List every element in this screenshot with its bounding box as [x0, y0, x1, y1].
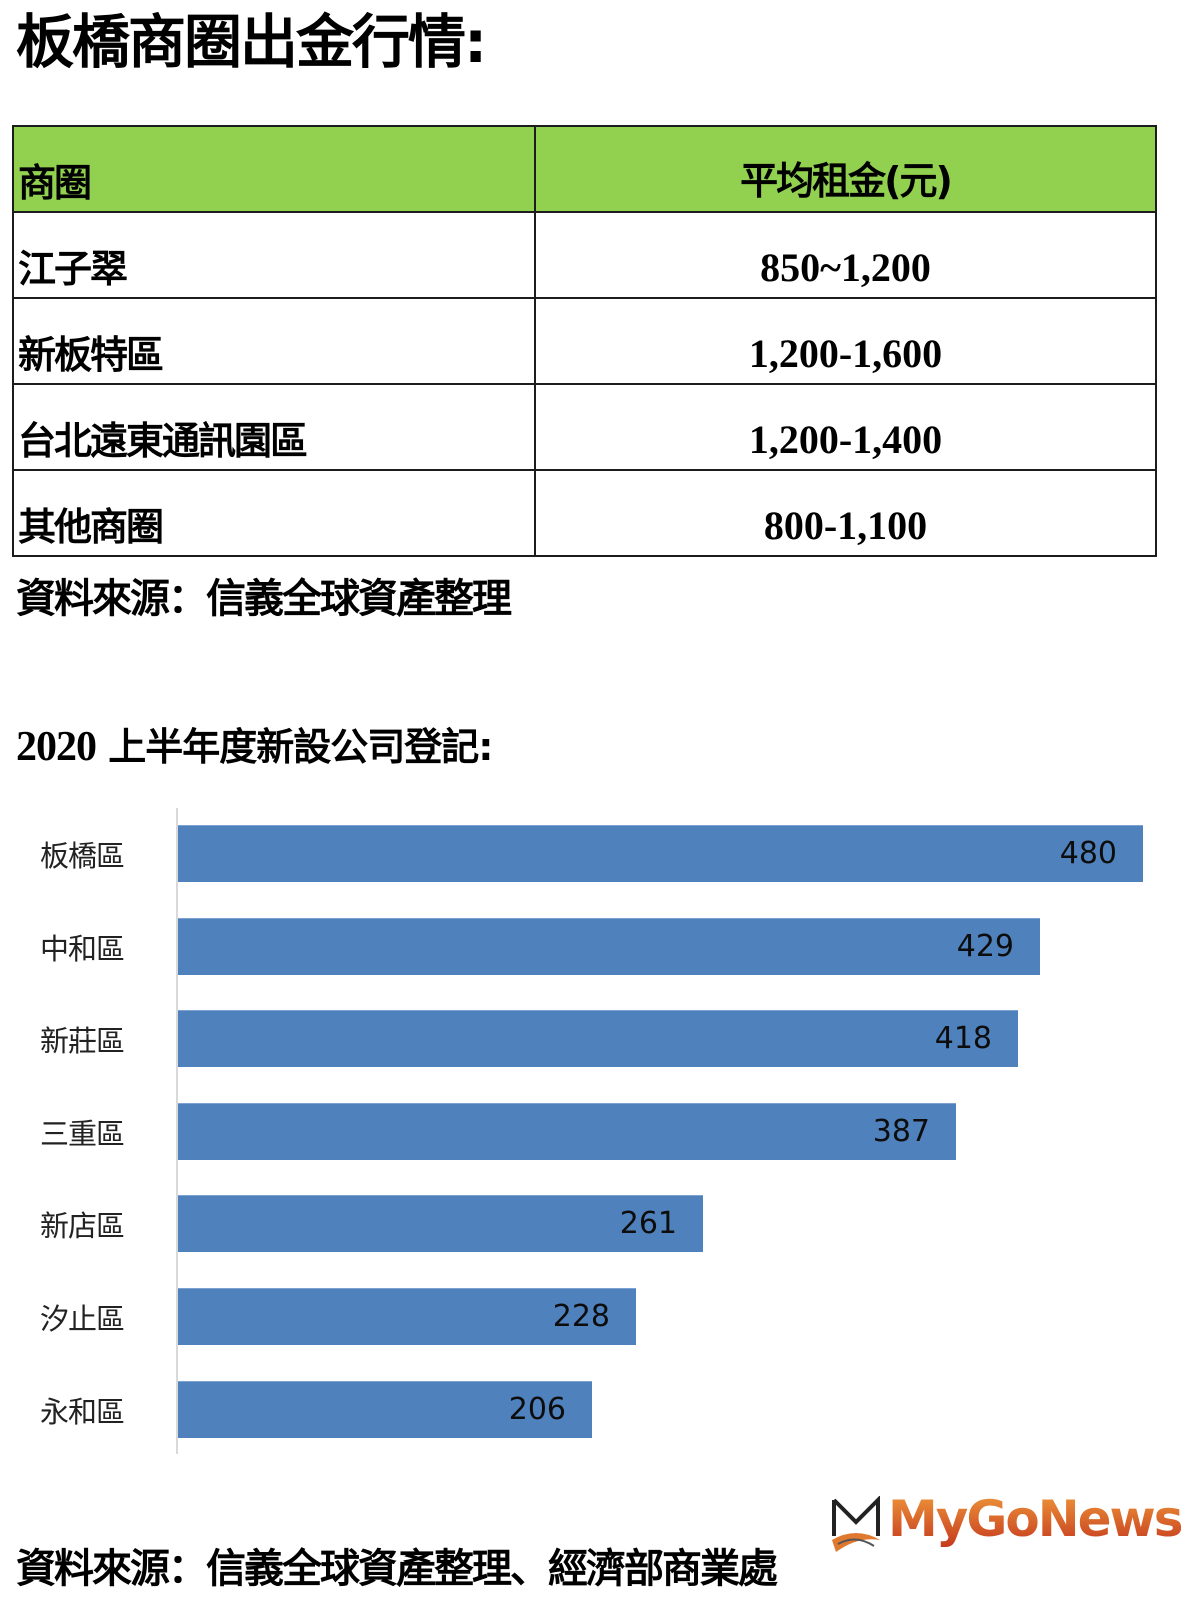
bar-row: 新莊區 418	[0, 1010, 1200, 1067]
chart-title-text: 上半年度新設公司登記:	[108, 725, 493, 769]
column-header-rent: 平均租金(元)	[534, 125, 1157, 213]
category-label: 三重區	[40, 1117, 125, 1151]
table-row: 台北遠東通訊園區 1,200-1,400	[12, 383, 1157, 471]
category-label: 汐止區	[40, 1302, 125, 1336]
bar-row: 汐止區 228	[0, 1288, 1200, 1345]
area-cell: 新板特區	[12, 297, 536, 385]
category-label: 中和區	[40, 932, 125, 966]
bar-value-label: 429	[956, 929, 1014, 964]
rent-cell: 1,200-1,400	[534, 383, 1157, 471]
chart-title: 2020 上半年度新設公司登記:	[16, 716, 493, 771]
bar-value-label: 206	[508, 1392, 566, 1427]
bar: 206	[178, 1381, 592, 1438]
mygonews-logo-icon	[832, 1496, 880, 1552]
bar: 228	[178, 1288, 636, 1345]
bar-chart: 板橋區 480 中和區 429 新莊區 418 三重區 387 新店區 261 汐止區 228 永和區 2…	[0, 800, 1200, 1460]
bar-row: 三重區 387	[0, 1103, 1200, 1160]
bar: 261	[178, 1195, 703, 1252]
bar-row: 中和區 429	[0, 918, 1200, 975]
bar: 429	[178, 918, 1040, 975]
bar: 480	[178, 825, 1143, 882]
bar-row: 板橋區 480	[0, 825, 1200, 882]
source-note-rent: 資料來源：信義全球資產整理	[16, 576, 512, 622]
rent-cell: 800-1,100	[534, 469, 1157, 557]
source-note-chart: 資料來源：信義全球資產整理、經濟部商業處	[16, 1546, 778, 1592]
area-cell: 其他商圈	[12, 469, 536, 557]
bar-value-label: 261	[619, 1206, 677, 1241]
bar: 418	[178, 1010, 1018, 1067]
category-label: 永和區	[40, 1395, 125, 1429]
page-title: 板橋商圈出金行情:	[16, 8, 487, 76]
bar: 387	[178, 1103, 956, 1160]
category-label: 板橋區	[40, 839, 125, 873]
bar-value-label: 418	[934, 1021, 992, 1056]
table-header-row: 商圈 平均租金(元)	[12, 125, 1157, 213]
mygonews-wordmark: MyGoNews	[888, 1490, 1183, 1548]
category-axis-line	[176, 808, 178, 1454]
area-cell: 台北遠東通訊園區	[12, 383, 536, 471]
bar-value-label: 387	[872, 1114, 930, 1149]
rent-cell: 850~1,200	[534, 211, 1157, 299]
chart-title-year: 2020	[16, 724, 97, 770]
bar-value-label: 480	[1059, 836, 1117, 871]
area-cell: 江子翠	[12, 211, 536, 299]
category-label: 新店區	[40, 1209, 125, 1243]
bar-value-label: 228	[552, 1299, 610, 1334]
mygonews-watermark: MyGoNews	[828, 1490, 1183, 1554]
bar-row: 新店區 261	[0, 1195, 1200, 1252]
column-header-area: 商圈	[12, 125, 536, 213]
table-row: 新板特區 1,200-1,600	[12, 297, 1157, 385]
rent-cell: 1,200-1,600	[534, 297, 1157, 385]
category-label: 新莊區	[40, 1024, 125, 1058]
rent-table: 商圈 平均租金(元) 江子翠 850~1,200 新板特區 1,200-1,60…	[12, 125, 1157, 557]
bar-row: 永和區 206	[0, 1381, 1200, 1438]
table-row: 江子翠 850~1,200	[12, 211, 1157, 299]
table-row: 其他商圈 800-1,100	[12, 469, 1157, 557]
